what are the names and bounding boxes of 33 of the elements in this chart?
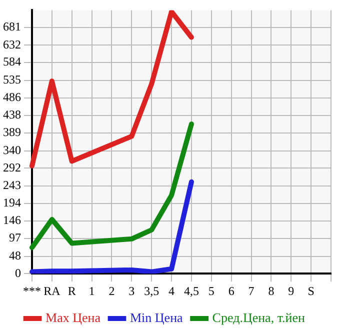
legend-label: Min Цена: [130, 310, 184, 325]
x-tick-label: 2: [108, 284, 115, 298]
y-tick-label: 146: [3, 213, 21, 228]
x-tick-label: 3,5: [144, 284, 160, 298]
x-tick-label: RA: [44, 284, 61, 298]
x-tick-label: 7: [248, 284, 254, 298]
y-tick-label: 486: [3, 90, 21, 104]
y-tick-label: 194: [3, 196, 21, 210]
y-tick-label: 535: [3, 72, 21, 86]
y-tick-label: 340: [3, 142, 21, 157]
y-tick-label: 389: [3, 125, 21, 140]
y-tick-label: 292: [3, 160, 21, 174]
x-tick-label: 3: [128, 284, 135, 298]
y-tick-label: 243: [3, 178, 21, 192]
legend-label: Max Цена: [46, 310, 101, 325]
y-tick-label: 632: [3, 37, 21, 52]
x-tick-label: 9: [288, 284, 294, 298]
legend-label: Сред.Цена, т.йен: [212, 310, 306, 325]
y-tick-label: 438: [3, 108, 21, 122]
x-tick-label: 6: [228, 284, 234, 298]
x-tick-label: 5: [208, 284, 214, 298]
x-tick-label: R: [68, 284, 76, 298]
x-tick-label: S: [308, 284, 314, 298]
y-tick-label: 0: [15, 266, 21, 280]
y-tick-label: 584: [3, 54, 21, 69]
x-tick-label: 4,5: [184, 284, 199, 298]
y-tick-label: 681: [3, 20, 21, 34]
x-tick-label: 1: [88, 284, 95, 298]
x-tick-label: ***: [23, 284, 41, 298]
x-tick-label: 4: [168, 284, 175, 298]
y-tick-label: 48: [9, 248, 21, 262]
y-tick-label: 97: [9, 230, 21, 245]
x-tick-label: 8: [268, 284, 274, 298]
